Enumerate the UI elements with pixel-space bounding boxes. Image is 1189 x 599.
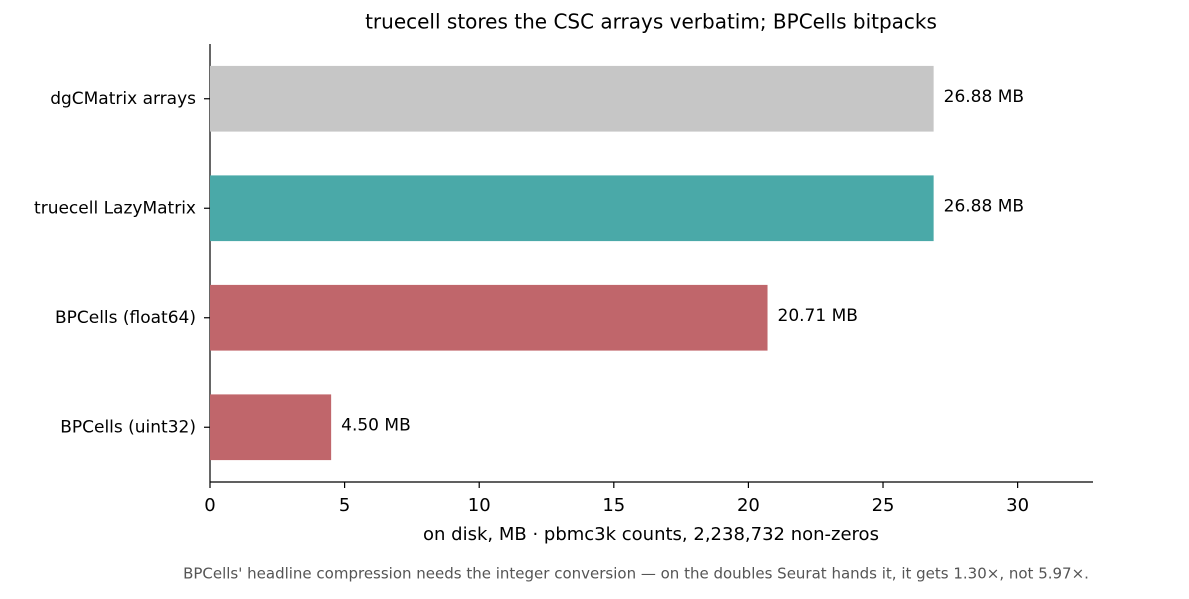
x-axis-label: on disk, MB · pbmc3k counts, 2,238,732 n… (423, 524, 879, 545)
y-tick-label: dgCMatrix arrays (50, 89, 196, 109)
x-tick-label: 25 (872, 495, 895, 516)
x-tick-label: 0 (204, 495, 215, 516)
footnote: BPCells' headline compression needs the … (183, 565, 1089, 583)
y-tick-label: BPCells (float64) (55, 308, 196, 328)
bar (210, 65, 934, 132)
x-tick-label: 10 (468, 495, 491, 516)
y-tick-label: truecell LazyMatrix (34, 198, 196, 218)
x-tick-label: 5 (339, 495, 350, 516)
x-tick-label: 30 (1006, 495, 1029, 516)
value-label: 4.50 MB (341, 415, 411, 435)
bar (210, 394, 332, 461)
chart-title: truecell stores the CSC arrays verbatim;… (365, 10, 937, 34)
value-label: 20.71 MB (778, 306, 858, 326)
bar (210, 284, 768, 351)
y-tick-label: BPCells (uint32) (60, 417, 196, 437)
x-tick-label: 15 (602, 495, 625, 516)
bar (210, 175, 934, 242)
value-label: 26.88 MB (944, 196, 1024, 216)
x-tick-label: 20 (737, 495, 760, 516)
value-label: 26.88 MB (944, 87, 1024, 107)
